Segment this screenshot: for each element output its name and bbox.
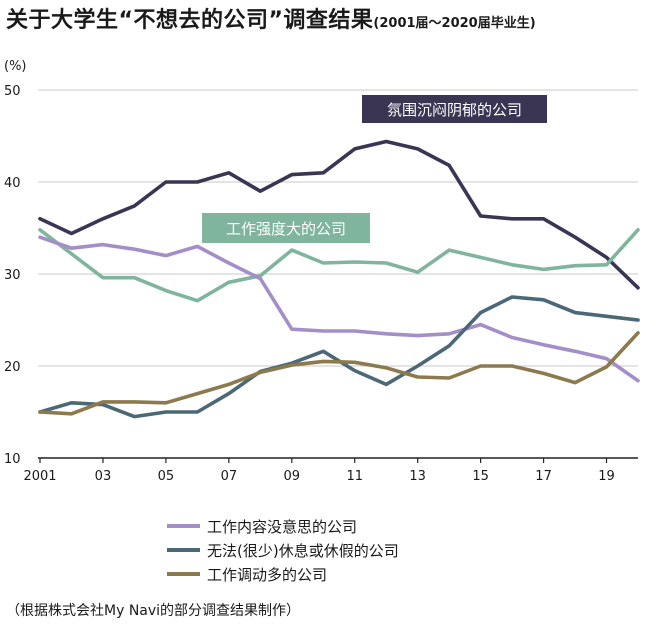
chart-title: 关于大学生“不想去的公司”调查结果(2001届～2020届毕业生): [6, 2, 536, 34]
x-tick-label: 17: [535, 469, 552, 484]
callout-0: 氛围沉闷阴郁的公司: [362, 95, 547, 123]
x-tick-label: 19: [598, 469, 615, 484]
callout-box: [362, 95, 547, 123]
series-line-4: [38, 331, 640, 416]
y-tick-label: 20: [4, 360, 21, 375]
x-tick-label: 09: [284, 469, 301, 484]
callout-label: 工作强度大的公司: [226, 220, 346, 238]
series-line-0: [38, 139, 640, 290]
series-line-3: [38, 295, 640, 419]
x-tick-label: 07: [221, 469, 238, 484]
series-line-2: [38, 235, 640, 383]
source-note: （根据株式会社My Navi的部分调查结果制作）: [6, 603, 301, 619]
legend-label: 工作调动多的公司: [207, 566, 327, 584]
title-subtitle: (2001届～2020届毕业生): [373, 16, 536, 31]
y-tick-label: 50: [4, 84, 21, 99]
series-line-1: [38, 228, 640, 303]
y-tick-label: 40: [4, 176, 21, 191]
y-unit-label: (%): [4, 59, 27, 74]
title-main: 关于大学生“不想去的公司”调查结果: [6, 8, 374, 33]
x-tick-label: 2001: [23, 469, 56, 484]
callout-1: 工作强度大的公司: [202, 213, 370, 243]
callout-label: 氛围沉闷阴郁的公司: [387, 101, 522, 119]
legend-label: 无法(很少)休息或休假的公司: [207, 542, 399, 560]
x-tick-label: 13: [409, 469, 426, 484]
y-tick-label: 10: [4, 452, 21, 467]
x-tick-label: 05: [158, 469, 175, 484]
x-tick-label: 15: [472, 469, 489, 484]
y-tick-label: 30: [4, 268, 21, 283]
legend-label: 工作内容没意思的公司: [207, 518, 357, 536]
callout-box: [202, 213, 370, 243]
x-tick-label: 11: [346, 469, 363, 484]
x-tick-label: 03: [95, 469, 112, 484]
